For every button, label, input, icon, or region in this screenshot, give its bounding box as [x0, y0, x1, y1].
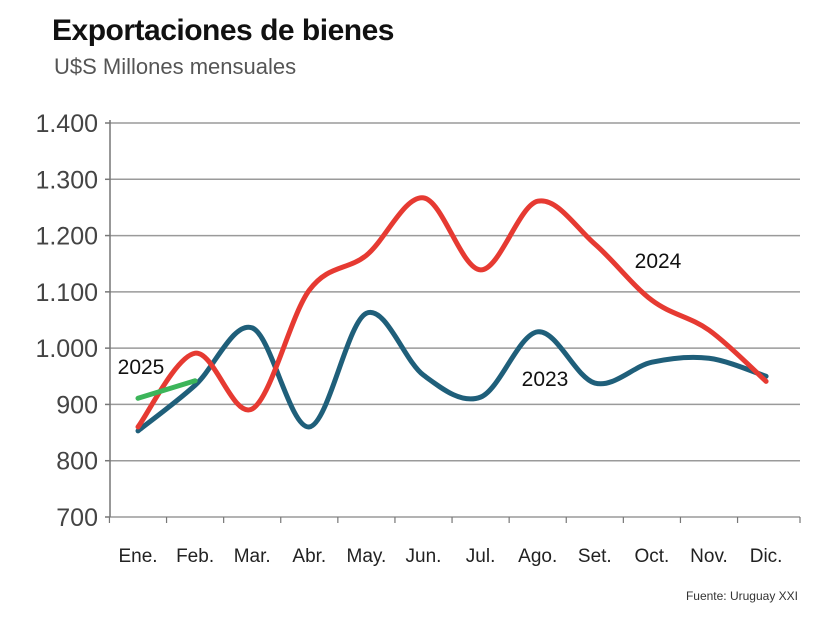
y-tick-label: 1.100 — [35, 279, 98, 307]
x-tick-label: Oct. — [634, 546, 669, 567]
x-tick-label: Feb. — [176, 546, 214, 567]
y-tick-label: 1.300 — [35, 166, 98, 194]
x-tick-label: Jul. — [466, 546, 496, 567]
x-tick-label: Jun. — [406, 546, 442, 567]
x-tick-label: Ago. — [518, 546, 557, 567]
series-label-2024: 2024 — [635, 250, 682, 273]
y-tick-label: 1.200 — [35, 223, 98, 251]
source-note: Fuente: Uruguay XXI — [685, 589, 798, 603]
series-label-2025: 2025 — [118, 356, 165, 379]
series-line-2025 — [135, 378, 198, 401]
x-tick-label: Nov. — [690, 546, 728, 567]
x-tick-label: Ene. — [118, 546, 157, 567]
y-tick-label: 1.000 — [35, 335, 98, 363]
x-tick-label: May. — [347, 546, 387, 567]
y-tick-label: 1.400 — [35, 110, 98, 138]
x-tick-label: Dic. — [750, 546, 783, 567]
series-label-2023: 2023 — [522, 368, 569, 391]
series-line-2024 — [135, 195, 769, 430]
y-tick-label: 700 — [56, 504, 98, 532]
y-tick-label: 800 — [56, 448, 98, 476]
x-tick-label: Mar. — [234, 546, 271, 567]
chart-subtitle: U$S Millones mensuales — [54, 54, 297, 79]
series-line-2023 — [135, 309, 769, 434]
chart-title: Exportaciones de bienes — [52, 14, 394, 47]
y-tick-label: 900 — [56, 391, 98, 419]
x-tick-label: Abr. — [292, 546, 326, 567]
x-tick-label: Set. — [578, 546, 612, 567]
